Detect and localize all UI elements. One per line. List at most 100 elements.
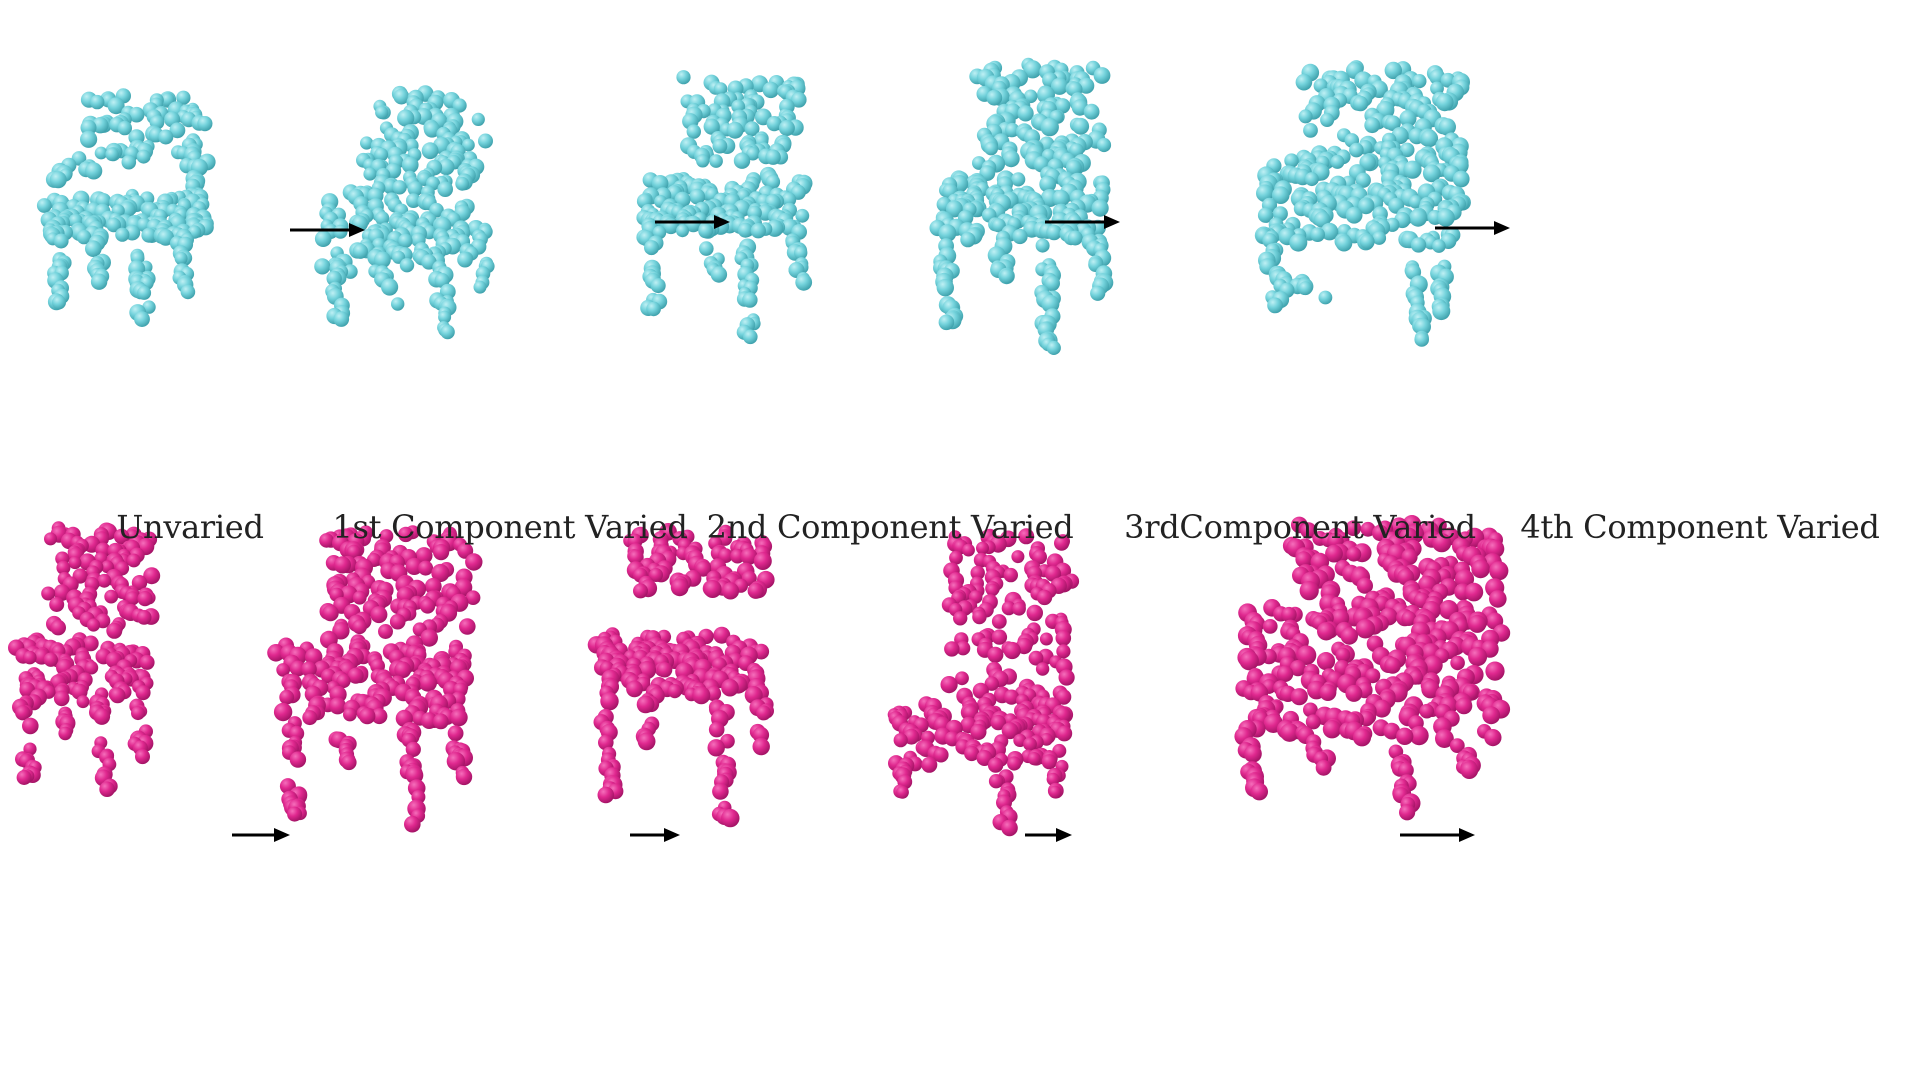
point [1039, 175, 1057, 193]
point [76, 229, 92, 245]
point [1420, 129, 1439, 148]
point [1401, 611, 1417, 626]
point [447, 725, 464, 742]
point [314, 258, 331, 275]
point [1023, 60, 1042, 79]
point [1310, 227, 1325, 243]
point [1383, 722, 1401, 740]
point [689, 188, 706, 205]
point [1056, 644, 1071, 659]
point [984, 141, 998, 156]
point [174, 251, 188, 265]
point [360, 136, 374, 150]
point [273, 702, 293, 722]
point [1256, 184, 1274, 202]
point [744, 121, 760, 137]
point [52, 295, 66, 310]
point [1325, 544, 1343, 563]
point [1359, 154, 1376, 171]
point [1330, 154, 1345, 169]
point [1005, 122, 1020, 138]
point [1012, 601, 1026, 616]
point [106, 217, 121, 233]
point [76, 695, 90, 709]
point [1399, 804, 1416, 821]
point [333, 224, 348, 239]
point [44, 532, 57, 546]
point [600, 692, 619, 711]
point [921, 756, 938, 773]
point [1298, 109, 1313, 124]
point [747, 582, 764, 599]
point [1435, 93, 1454, 112]
point [1409, 208, 1427, 227]
point [778, 120, 795, 136]
point [1012, 228, 1028, 245]
point [346, 544, 361, 559]
point [1304, 172, 1319, 187]
point [1335, 234, 1353, 252]
chair-top-component-4 [1254, 60, 1471, 347]
point [1422, 164, 1441, 183]
point [1349, 142, 1364, 158]
point [117, 120, 132, 136]
point [1054, 535, 1070, 551]
chair-bottom-component-2 [587, 523, 775, 828]
point [420, 598, 436, 614]
point [53, 584, 71, 601]
point [1298, 281, 1313, 296]
point [1414, 318, 1431, 336]
point [1244, 744, 1262, 763]
point [135, 749, 150, 765]
point [984, 676, 999, 691]
point [1432, 239, 1446, 253]
point [1317, 622, 1336, 641]
point [1399, 142, 1415, 158]
point [670, 578, 689, 597]
arrow-right-icon [1459, 828, 1475, 842]
point [433, 544, 450, 561]
point [1091, 199, 1109, 217]
point [1315, 759, 1332, 776]
point [1450, 655, 1465, 671]
point [1384, 657, 1401, 674]
point [686, 124, 701, 139]
point [68, 556, 82, 570]
point [105, 147, 119, 162]
point [953, 611, 968, 626]
point [50, 619, 66, 636]
point [703, 580, 722, 598]
point [1026, 604, 1044, 622]
point [169, 122, 186, 139]
point [970, 565, 985, 581]
point [43, 652, 58, 667]
point [322, 604, 339, 622]
arrow-right-icon [274, 828, 290, 842]
point [1355, 172, 1371, 188]
point [1372, 231, 1387, 245]
point [1023, 89, 1038, 104]
point [1046, 340, 1061, 355]
chair-bottom-component-3 [887, 528, 1080, 837]
point [1396, 727, 1414, 745]
point [289, 660, 306, 677]
point [696, 154, 710, 168]
point [1449, 738, 1465, 753]
point [1432, 533, 1452, 553]
point [302, 710, 318, 726]
point [713, 82, 728, 96]
point [721, 582, 740, 600]
point [352, 619, 367, 635]
point [676, 70, 691, 85]
point [393, 88, 410, 105]
point [1011, 172, 1026, 187]
point [1399, 110, 1417, 127]
point [710, 266, 728, 283]
point [352, 590, 367, 605]
point [1452, 170, 1470, 188]
point [1271, 186, 1290, 204]
point [718, 548, 733, 563]
point [1250, 783, 1269, 801]
point [637, 732, 656, 751]
